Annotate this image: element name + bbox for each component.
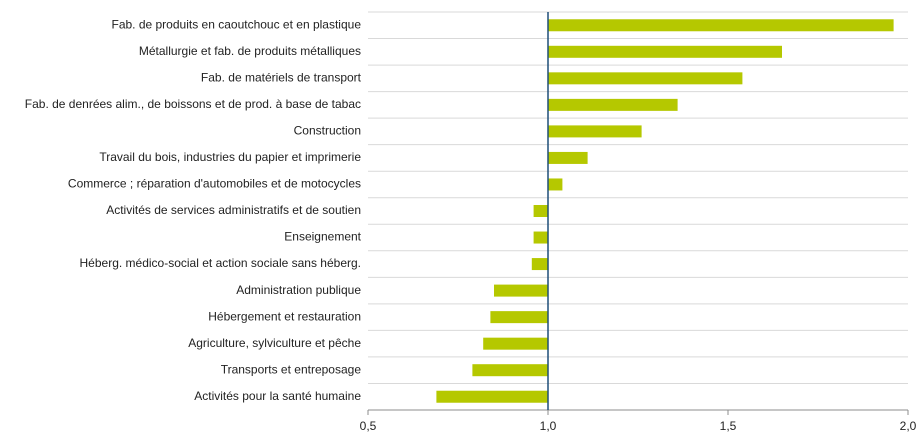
bar: [436, 390, 548, 403]
y-tick-label: Activités pour la santé humaine: [194, 389, 361, 403]
y-tick-label: Hébergement et restauration: [208, 309, 361, 323]
y-tick-label: Travail du bois, industries du papier et…: [99, 150, 361, 164]
bar: [472, 364, 548, 377]
y-tick-label: Héberg. médico-social et action sociale …: [80, 256, 361, 270]
y-tick-label: Activités de services administratifs et …: [106, 203, 361, 217]
y-tick-label: Agriculture, sylviculture et pêche: [188, 336, 361, 350]
bar: [531, 258, 548, 271]
bar: [548, 72, 743, 85]
y-tick-label: Enseignement: [284, 230, 361, 244]
bar: [548, 178, 563, 191]
x-tick-label: 1,5: [720, 419, 737, 433]
x-tick-label: 1,0: [540, 419, 557, 433]
bar: [548, 19, 894, 32]
bar: [494, 284, 548, 297]
bar: [490, 311, 548, 324]
y-tick-label: Fab. de produits en caoutchouc et en pla…: [111, 17, 361, 31]
x-tick-label: 2,0: [900, 419, 917, 433]
bar: [483, 337, 548, 350]
y-tick-label: Construction: [294, 124, 361, 138]
y-tick-label: Transports et entreposage: [221, 362, 362, 376]
y-tick-label: Fab. de matériels de transport: [201, 71, 362, 85]
bar: [533, 231, 548, 244]
y-tick-label: Commerce ; réparation d'automobiles et d…: [68, 177, 361, 191]
bar: [548, 45, 782, 58]
x-tick-label: 0,5: [360, 419, 377, 433]
y-tick-label: Métallurgie et fab. de produits métalliq…: [139, 44, 361, 58]
bar: [533, 205, 548, 217]
bar: [548, 125, 642, 138]
bar: [548, 98, 678, 111]
bar: [548, 151, 588, 164]
y-tick-label: Fab. de denrées alim., de boissons et de…: [25, 97, 361, 111]
y-tick-label: Administration publique: [236, 283, 361, 297]
